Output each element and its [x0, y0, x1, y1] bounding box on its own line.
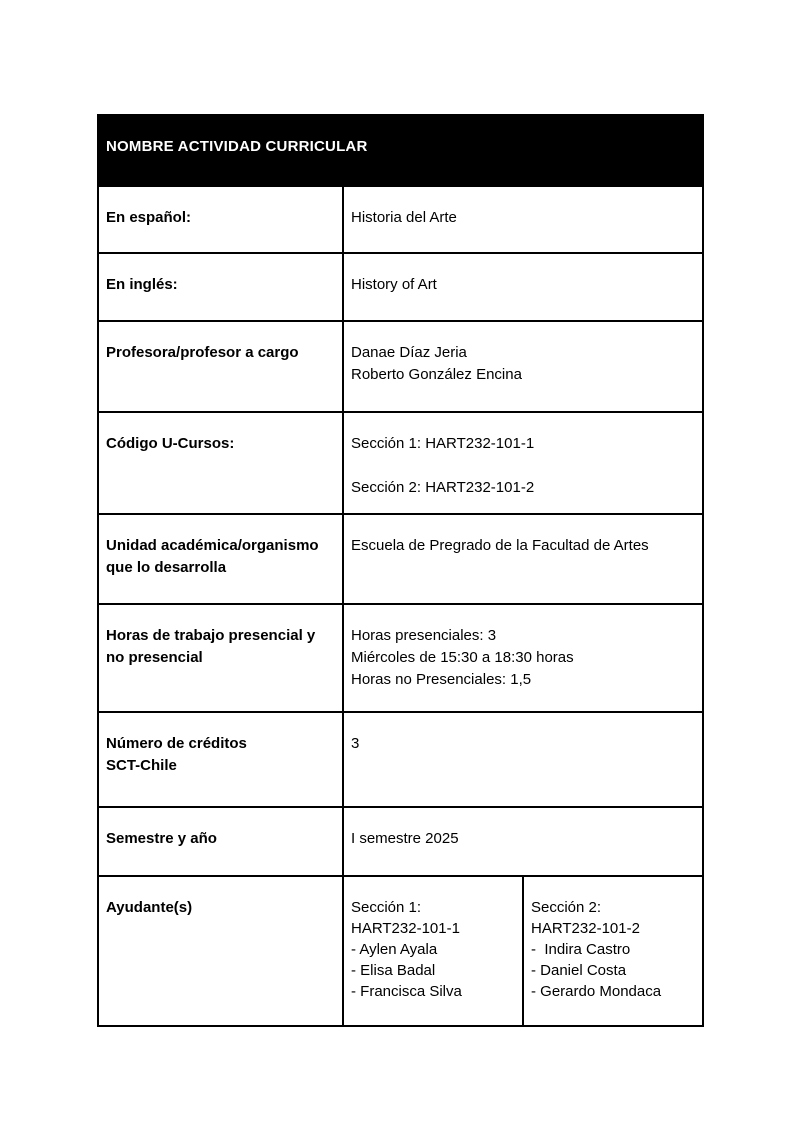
row-value-semester-year: I semestre 2025: [342, 806, 704, 877]
table-row: Profesora/profesor a cargo Danae Díaz Je…: [97, 320, 704, 413]
row-value-spanish-name: Historia del Arte: [342, 185, 704, 254]
row-value-academic-unit: Escuela de Pregrado de la Facultad de Ar…: [342, 513, 704, 605]
row-value-assistants-section1: Sección 1: HART232-101-1 - Aylen Ayala -…: [342, 875, 524, 1027]
row-label-assistants: Ayudante(s): [97, 875, 344, 1027]
course-info-table: NOMBRE ACTIVIDAD CURRICULAR En español: …: [97, 114, 704, 1027]
row-label-ucursos-code: Código U-Cursos:: [97, 411, 344, 515]
row-label-semester-year: Semestre y año: [97, 806, 344, 877]
table-row: En inglés: History of Art: [97, 252, 704, 322]
row-value-work-hours: Horas presenciales: 3 Miércoles de 15:30…: [342, 603, 704, 713]
table-row: Ayudante(s) Sección 1: HART232-101-1 - A…: [97, 875, 704, 1027]
table-row: En español: Historia del Arte: [97, 185, 704, 254]
row-value-credits: 3: [342, 711, 704, 808]
table-row: Semestre y año I semestre 2025: [97, 806, 704, 877]
row-label-professor: Profesora/profesor a cargo: [97, 320, 344, 413]
table-title: NOMBRE ACTIVIDAD CURRICULAR: [97, 114, 704, 187]
row-value-assistants-section2: Sección 2: HART232-101-2 - Indira Castro…: [522, 875, 704, 1027]
row-value-professor: Danae Díaz Jeria Roberto González Encina: [342, 320, 704, 413]
table-row: Número de créditos SCT-Chile 3: [97, 711, 704, 808]
table-row: Unidad académica/organismo que lo desarr…: [97, 513, 704, 605]
row-value-english-name: History of Art: [342, 252, 704, 322]
row-label-academic-unit: Unidad académica/organismo que lo desarr…: [97, 513, 344, 605]
row-value-ucursos-code: Sección 1: HART232-101-1 Sección 2: HART…: [342, 411, 704, 515]
row-label-work-hours: Horas de trabajo presencial y no presenc…: [97, 603, 344, 713]
table-header-row: NOMBRE ACTIVIDAD CURRICULAR: [97, 114, 704, 187]
table-row: Código U-Cursos: Sección 1: HART232-101-…: [97, 411, 704, 515]
row-label-english-name: En inglés:: [97, 252, 344, 322]
table-row: Horas de trabajo presencial y no presenc…: [97, 603, 704, 713]
row-label-credits: Número de créditos SCT-Chile: [97, 711, 344, 808]
row-label-spanish-name: En español:: [97, 185, 344, 254]
